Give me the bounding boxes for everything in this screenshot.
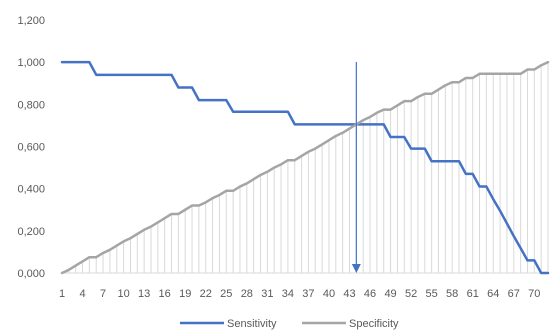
y-tick-label: 1,200	[17, 15, 45, 27]
x-tick-label: 49	[384, 288, 396, 300]
x-tick-label: 22	[200, 288, 212, 300]
x-tick-label: 4	[79, 288, 85, 300]
x-tick-label: 7	[100, 288, 106, 300]
x-tick-label: 28	[241, 288, 253, 300]
y-tick-label: 0,000	[17, 268, 45, 280]
x-tick-label: 31	[261, 288, 273, 300]
y-tick-label: 0,200	[17, 226, 45, 238]
y-tick-label: 0,400	[17, 184, 45, 196]
x-tick-label: 34	[282, 288, 294, 300]
y-tick-label: 0,600	[17, 142, 45, 154]
x-tick-label: 46	[364, 288, 376, 300]
legend-label: Sensitivity	[227, 318, 277, 330]
x-tick-label: 58	[446, 288, 458, 300]
x-tick-label: 1	[59, 288, 65, 300]
threshold-marker	[351, 62, 361, 273]
vertical-droplines	[68, 62, 549, 273]
x-tick-label: 70	[528, 288, 540, 300]
series-line-specificity	[60, 60, 550, 275]
marker-arrowhead	[351, 264, 361, 273]
x-tick-label: 25	[220, 288, 232, 300]
y-tick-label: 1,000	[17, 57, 45, 69]
x-tick-label: 10	[117, 288, 129, 300]
x-tick-label: 55	[426, 288, 438, 300]
series-line-sensitivity	[60, 60, 550, 275]
legend: Sensitivity Specificity	[180, 318, 399, 330]
x-tick-label: 16	[159, 288, 171, 300]
y-tick-label: 0,800	[17, 99, 45, 111]
y-axis-tick-labels: 0,000 0,200 0,400 0,600 0,800 1,000 1,200	[17, 15, 45, 280]
x-tick-label: 37	[302, 288, 314, 300]
legend-label: Specificity	[349, 318, 399, 330]
series-layer	[60, 60, 550, 275]
x-tick-label: 40	[323, 288, 335, 300]
x-tick-label: 61	[467, 288, 479, 300]
x-tick-label: 19	[179, 288, 191, 300]
x-axis-tick-labels: 1 4 7 10 13 16 19 22 25 28 31 34 37 40 43 46 49 52 55 58 61 6…	[59, 288, 540, 300]
x-tick-label: 43	[343, 288, 355, 300]
x-tick-label: 64	[487, 288, 499, 300]
x-tick-label: 67	[508, 288, 520, 300]
x-tick-label: 52	[405, 288, 417, 300]
x-tick-label: 13	[138, 288, 150, 300]
